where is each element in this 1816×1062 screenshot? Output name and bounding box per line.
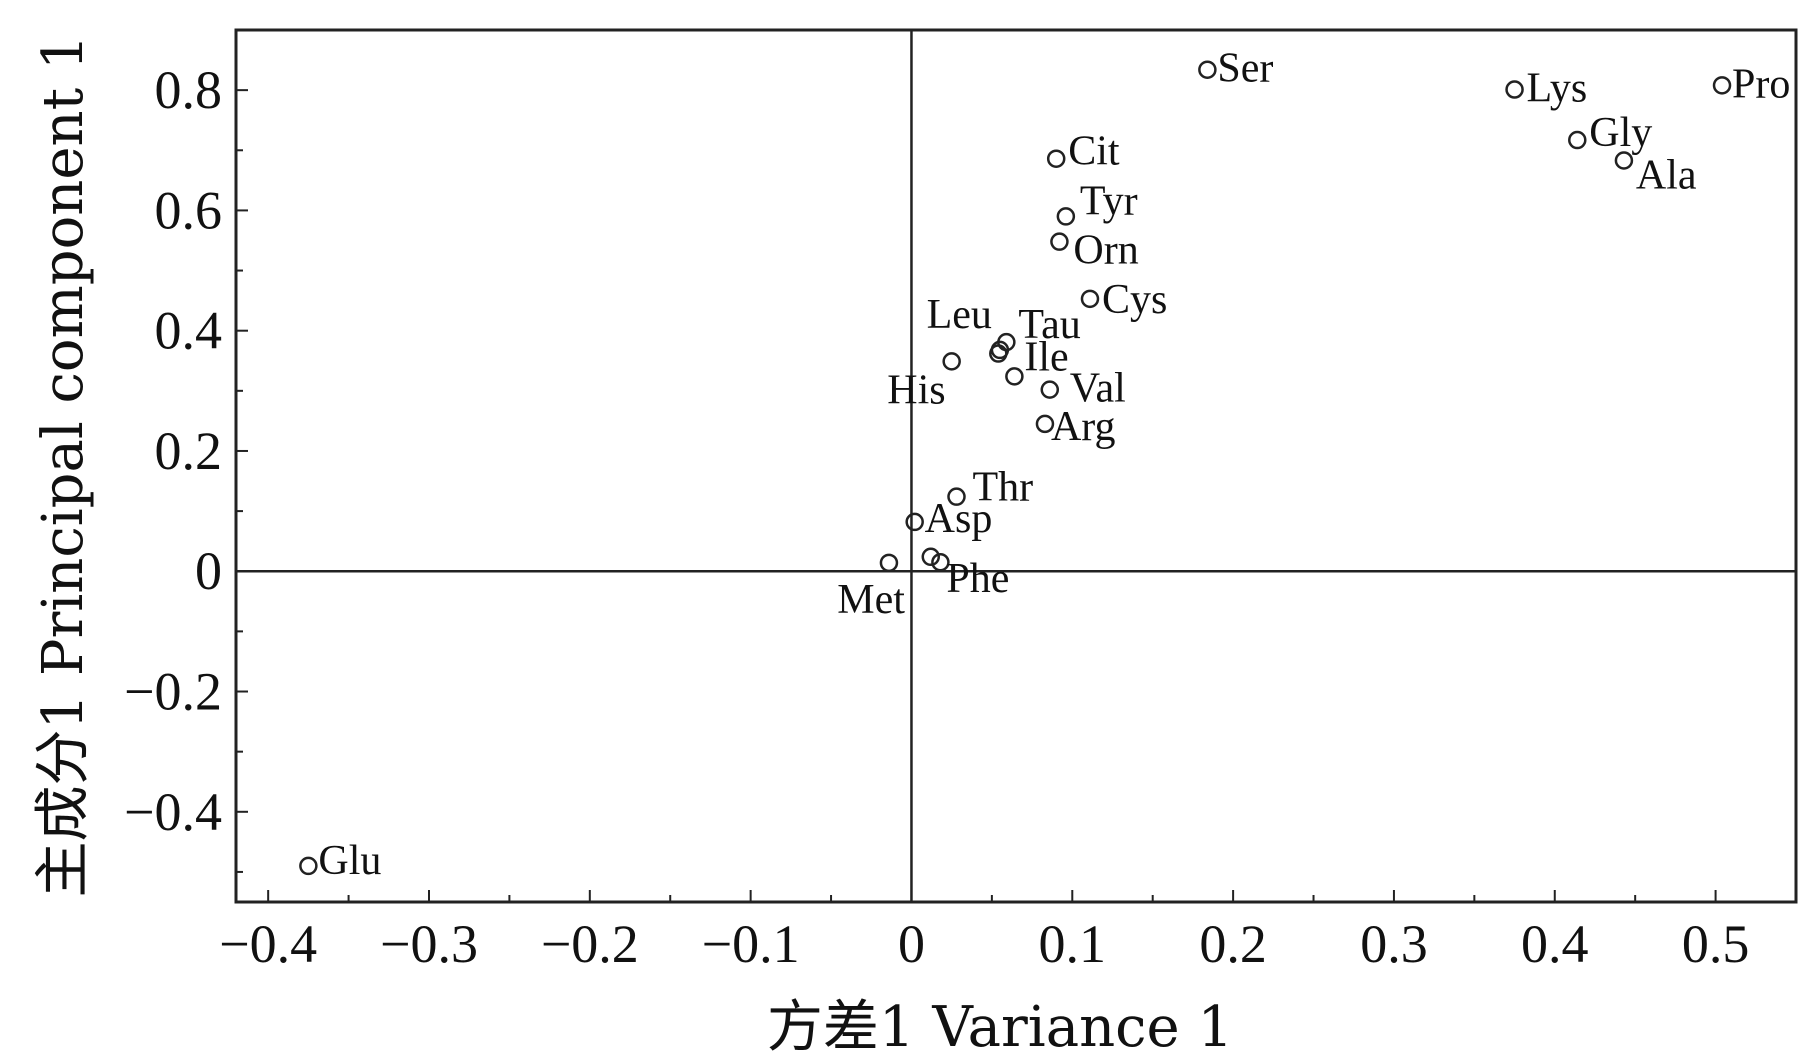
point-label-asp: Asp	[925, 496, 993, 542]
y-tick-label: −0.4	[124, 782, 222, 842]
point-label-ala: Ala	[1636, 152, 1697, 198]
data-point-asp	[905, 512, 924, 532]
data-point-ser	[1198, 60, 1217, 79]
x-tick-label: −0.2	[541, 914, 639, 974]
x-tick-label: 0.1	[1039, 914, 1107, 974]
point-label-his: His	[887, 367, 945, 413]
x-axis-ticks: −0.4 −0.3 −0.2 −0.1 0 0.1 0.2 0.3 0.4 0.5	[219, 890, 1749, 974]
data-point-lys	[1505, 80, 1524, 99]
x-tick-label: 0	[898, 914, 925, 974]
data-point-phe	[931, 552, 950, 572]
data-point-his	[942, 352, 961, 371]
data-point-cys	[1080, 289, 1100, 309]
zero-lines	[236, 30, 1796, 902]
data-point-ala	[1614, 151, 1634, 170]
data-point-arg	[1035, 414, 1055, 434]
x-tick-label: −0.4	[219, 914, 317, 974]
point-label-orn: Orn	[1073, 228, 1138, 274]
y-tick-label: 0.8	[155, 60, 223, 120]
point-label-phe: Phe	[946, 556, 1009, 602]
point-label-arg: Arg	[1051, 404, 1116, 450]
point-label-thr: Thr	[972, 465, 1033, 511]
y-axis-ticks: −0.4 −0.2 0 0.2 0.4 0.6 0.8	[124, 29, 248, 873]
x-tick-label: 0.2	[1199, 914, 1267, 974]
data-point	[921, 547, 941, 567]
data-point-ile	[1005, 367, 1024, 386]
y-tick-label: 0.2	[155, 421, 223, 481]
x-tick-label: 0.4	[1521, 914, 1589, 974]
point-label-tyr: Tyr	[1080, 178, 1138, 224]
data-point-tyr	[1056, 207, 1076, 226]
y-tick-label: 0	[195, 541, 222, 601]
x-axis-label: 方差1 Variance 1	[767, 995, 1233, 1060]
point-label-glu: Glu	[318, 838, 381, 884]
data-point-tau	[997, 332, 1016, 352]
point-label-met: Met	[837, 577, 905, 623]
data-point-glu	[299, 856, 318, 876]
data-point-thr	[947, 487, 966, 506]
x-tick-label: 0.3	[1360, 914, 1428, 974]
data-point-pro	[1712, 76, 1732, 95]
point-label-ile: Ile	[1024, 334, 1068, 380]
data-point-cit	[1046, 149, 1066, 168]
x-tick-label: 0.5	[1682, 914, 1750, 974]
data-point-val	[1040, 380, 1060, 399]
point-label-tau: Tau	[1018, 302, 1080, 348]
point-label-cit: Cit	[1068, 129, 1120, 175]
point-label-cys: Cys	[1102, 277, 1167, 323]
point-label-leu: Leu	[927, 292, 992, 338]
y-tick-label: 0.6	[155, 180, 223, 240]
point-label-val: Val	[1070, 366, 1126, 412]
plot-frame	[234, 28, 1798, 904]
point-label-gly: Gly	[1589, 110, 1652, 156]
point-label-pro: Pro	[1732, 61, 1790, 107]
data-point-gly	[1568, 130, 1587, 150]
y-tick-label: 0.4	[155, 301, 223, 361]
x-tick-label: −0.1	[702, 914, 800, 974]
y-axis-label: 主成分1 Principal component 1	[31, 34, 96, 897]
data-point-orn	[1050, 232, 1069, 251]
data-point-met	[879, 553, 899, 573]
x-tick-label: −0.3	[380, 914, 478, 974]
point-label-lys: Lys	[1527, 66, 1588, 112]
y-tick-label: −0.2	[124, 662, 222, 722]
point-label-ser: Ser	[1217, 46, 1273, 92]
